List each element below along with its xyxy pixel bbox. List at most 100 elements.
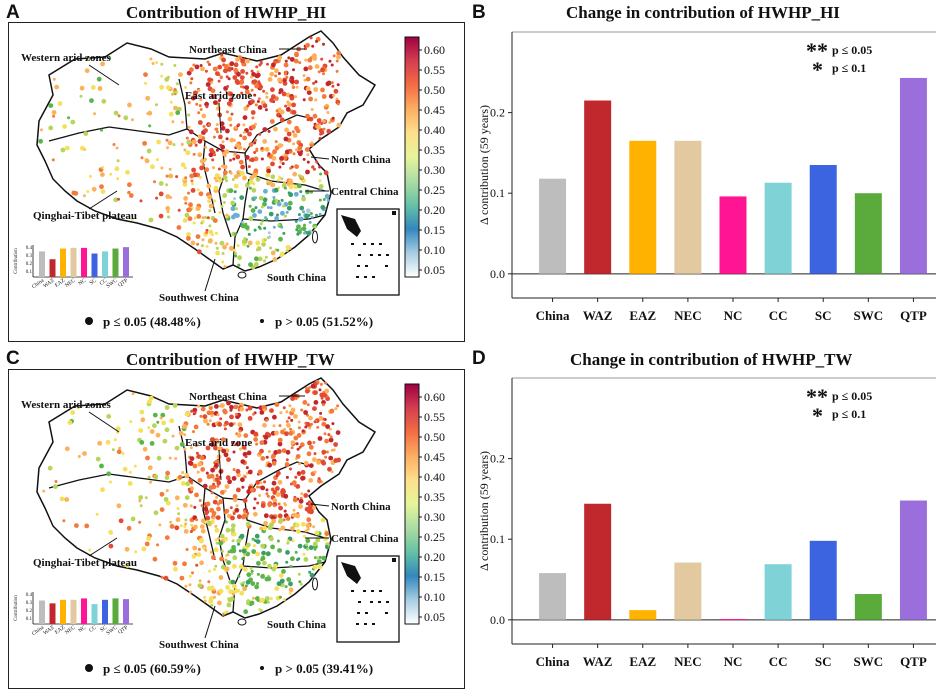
station-dot — [209, 437, 215, 442]
station-dot — [195, 451, 199, 455]
station-dot — [321, 403, 325, 407]
inset-bar-waz — [49, 603, 56, 624]
station-dot — [316, 559, 322, 564]
station-dot — [242, 135, 248, 141]
inset-landmass — [341, 562, 361, 584]
station-dot — [213, 547, 219, 553]
panel-letter-c: C — [6, 348, 20, 369]
station-dot — [318, 137, 322, 141]
station-dot — [155, 432, 161, 438]
station-dot — [139, 409, 145, 415]
station-dot — [312, 406, 317, 411]
station-dot — [175, 175, 179, 179]
station-dot — [303, 78, 307, 82]
station-dot — [262, 408, 266, 412]
station-dot — [207, 123, 211, 127]
station-dot — [223, 265, 227, 269]
station-dot — [203, 415, 207, 419]
station-dot — [301, 429, 305, 433]
station-dot — [62, 124, 67, 129]
station-dot — [222, 164, 228, 170]
station-dot — [242, 175, 247, 181]
station-dot — [189, 446, 193, 450]
station-dot — [156, 420, 160, 424]
colorbar-tick-label: 0.25 — [424, 183, 445, 197]
station-dot — [243, 237, 247, 241]
station-dot — [304, 213, 310, 219]
station-dot — [330, 470, 334, 474]
station-dot — [243, 475, 247, 479]
station-dot — [271, 156, 277, 161]
station-dot — [199, 455, 205, 461]
station-dot — [333, 88, 339, 94]
station-dot — [241, 444, 247, 450]
station-dot — [169, 100, 173, 104]
station-dot — [295, 442, 299, 446]
station-dot — [180, 120, 184, 124]
inset-bar-qtp — [123, 599, 129, 624]
inset-bar-swc — [112, 598, 119, 624]
station-dot — [197, 477, 203, 483]
inset-island — [386, 254, 389, 256]
station-dot — [57, 101, 63, 106]
station-dot — [245, 466, 249, 470]
station-dot — [267, 231, 271, 235]
station-dot — [260, 503, 266, 509]
station-dot — [109, 172, 113, 176]
station-dot — [282, 181, 286, 185]
leader-east-arid — [218, 102, 222, 134]
station-dot — [209, 406, 213, 410]
station-dot — [52, 114, 56, 118]
station-dot — [179, 575, 185, 581]
colorbar-tick-label: 0.10 — [424, 243, 445, 257]
station-dot — [176, 225, 182, 230]
station-dot — [308, 426, 312, 430]
station-dot — [191, 167, 197, 173]
station-dot — [298, 504, 303, 509]
station-dot — [208, 229, 214, 235]
station-dot — [301, 196, 306, 202]
station-dot — [201, 219, 205, 223]
label-north-china: North China — [331, 501, 391, 513]
station-dot — [283, 186, 287, 190]
station-dot — [288, 430, 294, 436]
colorbar-tick-label: 0.55 — [424, 63, 445, 77]
colorbar-tick-label: 0.60 — [424, 390, 445, 404]
station-dot — [316, 124, 321, 130]
station-dot — [204, 167, 210, 173]
station-dot — [217, 600, 222, 606]
station-dot — [277, 55, 283, 61]
inset-island — [372, 276, 375, 278]
station-dot — [286, 131, 292, 137]
station-dot — [319, 172, 323, 176]
station-dot — [254, 138, 258, 142]
station-dot — [252, 79, 258, 84]
station-dot — [193, 96, 197, 100]
station-dot — [283, 62, 289, 68]
station-dot — [261, 550, 266, 556]
station-dot — [186, 70, 192, 76]
station-dot — [305, 421, 311, 427]
station-dot — [247, 240, 253, 246]
station-dot — [280, 210, 285, 216]
station-dot — [70, 119, 76, 125]
station-dot — [318, 179, 322, 183]
station-dot — [48, 103, 54, 108]
station-dot — [318, 212, 322, 216]
station-dot — [235, 80, 241, 85]
station-dot — [187, 113, 191, 117]
station-dot — [139, 504, 143, 508]
station-dot — [264, 108, 268, 112]
x-tick-label-eaz: EAZ — [629, 654, 656, 669]
station-dot — [221, 252, 225, 255]
station-dot — [320, 87, 325, 93]
station-dot — [302, 210, 305, 214]
station-dot — [198, 176, 202, 179]
station-dot — [306, 547, 309, 551]
station-dot — [188, 478, 194, 484]
station-dot — [152, 412, 158, 418]
station-dot — [127, 481, 133, 486]
station-dot — [166, 210, 170, 214]
station-dot — [187, 460, 193, 466]
